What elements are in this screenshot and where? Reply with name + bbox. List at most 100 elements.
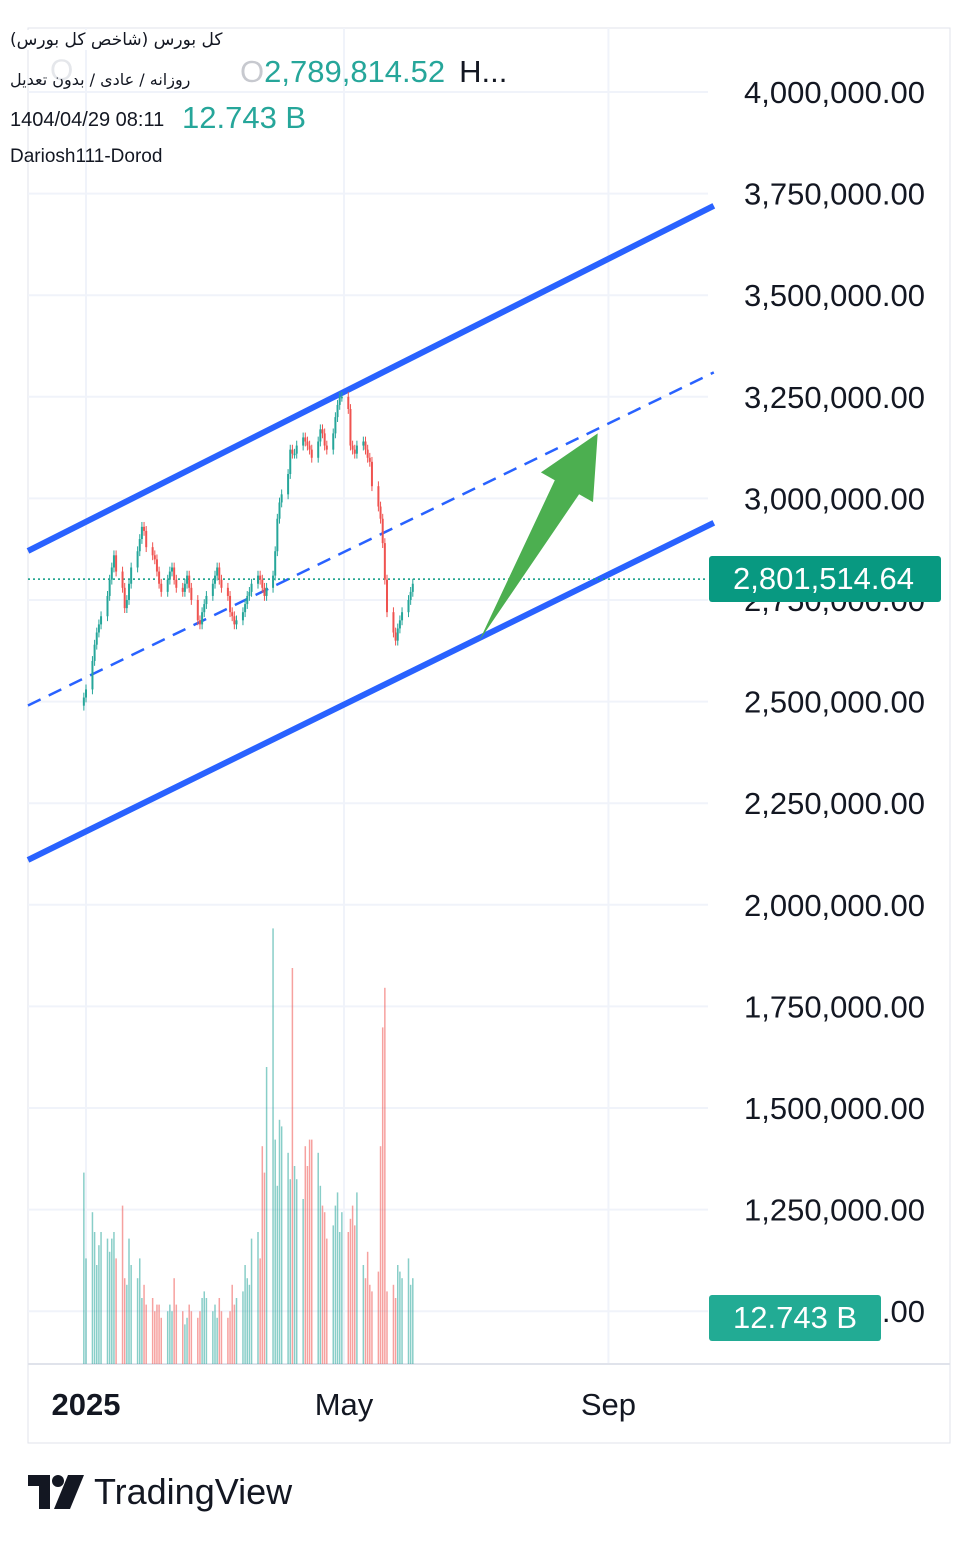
candle-body (293, 453, 296, 456)
candle-body (317, 441, 320, 458)
volume-bar (108, 1251, 111, 1364)
volume-bar (186, 1317, 188, 1364)
candle-body (166, 579, 169, 592)
volume-bar (272, 928, 274, 1364)
trend-arrow (479, 433, 598, 641)
volume-bar (231, 1284, 233, 1364)
candle-body (233, 616, 236, 625)
candle-body (85, 689, 87, 698)
chart-grid (27, 27, 951, 1444)
volume-bar (259, 1258, 261, 1364)
candle-body (106, 595, 109, 617)
volume-bar (392, 1284, 395, 1364)
volume-bar (188, 1304, 190, 1364)
chart-axes: 4,000,000.00 3,750,000.00 3,500,000.00 3,25… (52, 75, 925, 1422)
volume-bar (250, 1238, 253, 1364)
legend-datetime: 1404/04/29 08:11 (10, 109, 165, 131)
candle-body (244, 604, 247, 613)
volume-bar (173, 1278, 175, 1364)
volume-bar (128, 1238, 130, 1364)
y-tick-label: 2,500,000.00 (744, 685, 925, 720)
volume-bar (141, 1298, 143, 1364)
channel-upper-line (26, 203, 716, 554)
volume-bar (293, 1166, 296, 1364)
candle-body (100, 616, 103, 625)
candle-body (246, 595, 249, 605)
candle-body (95, 632, 98, 645)
volume-bar (212, 1311, 214, 1364)
volume-bar (100, 1232, 102, 1364)
candle-body (362, 441, 365, 446)
volume-bar (265, 1067, 268, 1364)
volume-bar (311, 1139, 313, 1364)
volume-bar (407, 1258, 410, 1364)
volume-bar (85, 1258, 87, 1364)
candle-body (392, 612, 395, 633)
candle-body (349, 408, 352, 446)
volume-bar (366, 1251, 369, 1364)
volume-bar (280, 1126, 283, 1364)
volume-bar (111, 1238, 113, 1364)
candle-body (261, 579, 264, 588)
y-tick-label: 2,000,000.00 (744, 888, 925, 923)
candle-body (272, 575, 275, 588)
volume-bar (123, 1278, 126, 1364)
candle-body (306, 441, 309, 446)
candle-body (138, 539, 141, 552)
volume-bar (401, 1278, 403, 1364)
volume-bar (182, 1311, 184, 1364)
tradingview-brand[interactable]: TradingView (28, 1470, 292, 1514)
candle-body (396, 628, 399, 641)
volume-bar (336, 1192, 339, 1364)
candle-body (181, 587, 184, 592)
volume-bar (341, 1212, 343, 1364)
symbol-title[interactable]: کل بورس (شاخص کل بورس) (10, 30, 231, 50)
volume-bar (319, 1185, 322, 1364)
volume-bar (302, 1199, 304, 1364)
volume-bar (317, 1152, 319, 1364)
volume-badge: 12.743 B (709, 1295, 881, 1341)
last-price-badge: 2,801,514.64 (709, 556, 941, 603)
volume-bar (145, 1304, 147, 1364)
candle-body (168, 571, 171, 580)
candle-body (151, 547, 154, 556)
volume-bar (276, 1185, 279, 1364)
volume-bar (139, 1258, 141, 1364)
candle-body (121, 571, 124, 588)
volume-bar (347, 1232, 350, 1364)
candle-body (220, 579, 223, 588)
volume-bar (364, 1278, 367, 1364)
volume-bar (308, 1139, 311, 1364)
candle-body (171, 567, 173, 572)
candle-body (201, 612, 204, 625)
candle-body (366, 449, 369, 458)
candle-body (332, 433, 335, 450)
candle-body (338, 396, 341, 405)
candle-body (115, 555, 118, 572)
volume-bar (154, 1311, 156, 1364)
volume-bar (287, 1152, 289, 1364)
volume-bar (136, 1278, 139, 1364)
candle-body (231, 612, 234, 617)
volume-bar (397, 1265, 399, 1364)
candle-body (143, 526, 146, 531)
candle-body (97, 624, 100, 633)
volume-bar (246, 1278, 248, 1364)
candle-body (394, 632, 397, 641)
candle-body (274, 551, 277, 576)
volume-bar (379, 1146, 382, 1364)
volume-bar (169, 1304, 171, 1364)
candle-body (203, 604, 206, 613)
candle-body (205, 595, 208, 605)
candle-body (91, 660, 94, 690)
volume-bar (377, 1271, 380, 1364)
volume-bar (349, 1218, 352, 1364)
volume-bar (214, 1304, 216, 1364)
volume-bar (184, 1324, 186, 1364)
y-tick-label: 3,000,000.00 (744, 481, 925, 516)
author-name[interactable]: Dariosh111-Dorod (10, 146, 163, 167)
candle-body (145, 530, 148, 548)
volume-bar (304, 1146, 307, 1364)
volume-bar (83, 1172, 85, 1364)
